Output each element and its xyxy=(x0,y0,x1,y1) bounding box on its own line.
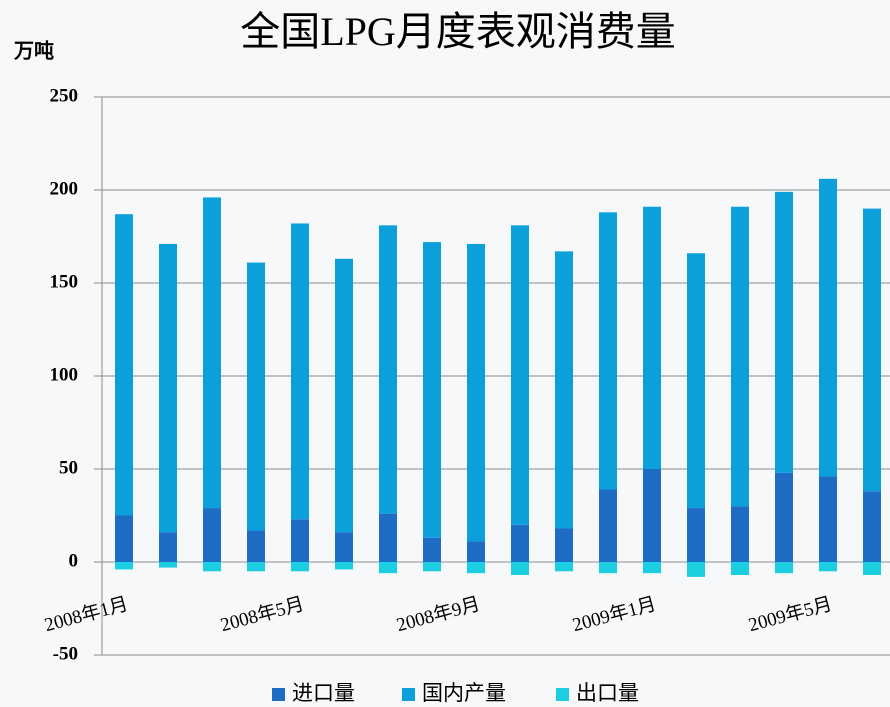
x-tick-label: 2009年1月 xyxy=(570,593,658,636)
bar-segment xyxy=(423,242,441,538)
y-tick-label: 50 xyxy=(59,457,78,478)
bar-segment xyxy=(335,532,353,562)
bar-segment xyxy=(863,491,881,562)
bar-segment xyxy=(203,508,221,562)
bar-segment xyxy=(379,562,397,574)
bar-segment xyxy=(291,223,309,520)
bar-segment xyxy=(115,562,133,570)
x-tick-label: 2009年5月 xyxy=(746,593,834,636)
y-tick-label: 150 xyxy=(50,271,79,292)
bar-segment xyxy=(423,537,441,562)
bar-segment xyxy=(467,562,485,574)
bar-segment xyxy=(159,243,177,533)
bar-segment xyxy=(291,562,309,572)
bar-segment xyxy=(511,562,529,576)
bar-segment xyxy=(379,513,397,562)
bar-segment xyxy=(203,197,221,509)
bar-segment xyxy=(203,562,221,572)
bar-segment xyxy=(687,253,705,509)
bar-segment xyxy=(159,532,177,562)
bar-segment xyxy=(555,251,573,529)
bar-segment xyxy=(819,562,837,572)
bar-segment xyxy=(731,206,749,507)
bar-segment xyxy=(247,262,265,531)
bar-segment xyxy=(599,489,617,562)
chart-title: 全国LPG月度表观消费量 xyxy=(240,9,676,54)
y-tick-label: 0 xyxy=(69,550,79,571)
legend-label: 国内产量 xyxy=(422,681,506,705)
bar-segment xyxy=(115,515,133,562)
x-tick-label: 2008年1月 xyxy=(42,593,130,636)
legend-label: 进口量 xyxy=(292,681,355,705)
bar-segment xyxy=(335,258,353,533)
bar-segment xyxy=(511,524,529,562)
bar-segment xyxy=(643,206,661,470)
x-tick-label: 2008年9月 xyxy=(394,593,482,636)
bar-segment xyxy=(775,562,793,574)
bar-segment xyxy=(819,476,837,562)
y-tick-label: 200 xyxy=(50,178,79,199)
x-tick-label: 2008年5月 xyxy=(218,593,306,636)
bar-segment xyxy=(423,562,441,572)
bar-segment xyxy=(599,212,617,490)
y-tick-label: 100 xyxy=(50,364,79,385)
bar-segment xyxy=(643,562,661,574)
bar-segment xyxy=(247,530,265,562)
bar-segment xyxy=(819,178,837,477)
y-axis-label: 万吨 xyxy=(13,39,54,63)
bar-segment xyxy=(511,225,529,525)
bar-segment xyxy=(291,519,309,562)
bar-segment xyxy=(467,243,485,542)
bar-segment xyxy=(555,528,573,562)
y-tick-label: 250 xyxy=(50,85,79,106)
bar-segment xyxy=(863,208,881,492)
legend-swatch xyxy=(556,688,569,701)
bar-segment xyxy=(687,508,705,562)
bar-segment xyxy=(247,562,265,572)
bar-segment xyxy=(775,191,793,473)
legend-label: 出口量 xyxy=(576,681,639,705)
bar-segment xyxy=(159,562,177,568)
bar-segment xyxy=(599,562,617,574)
bar-segment xyxy=(643,469,661,562)
bar-segment xyxy=(775,472,793,562)
y-tick-label: -50 xyxy=(53,643,78,664)
bar-segment xyxy=(115,214,133,516)
bar-segment xyxy=(379,225,397,514)
bar-segment xyxy=(335,562,353,570)
legend-swatch xyxy=(402,688,415,701)
bar-segment xyxy=(731,506,749,562)
bar-segment xyxy=(687,562,705,577)
bar-segment xyxy=(555,562,573,572)
legend-swatch xyxy=(272,688,285,701)
bar-segment xyxy=(731,562,749,576)
bar-segment xyxy=(467,541,485,562)
bar-segment xyxy=(863,562,881,576)
